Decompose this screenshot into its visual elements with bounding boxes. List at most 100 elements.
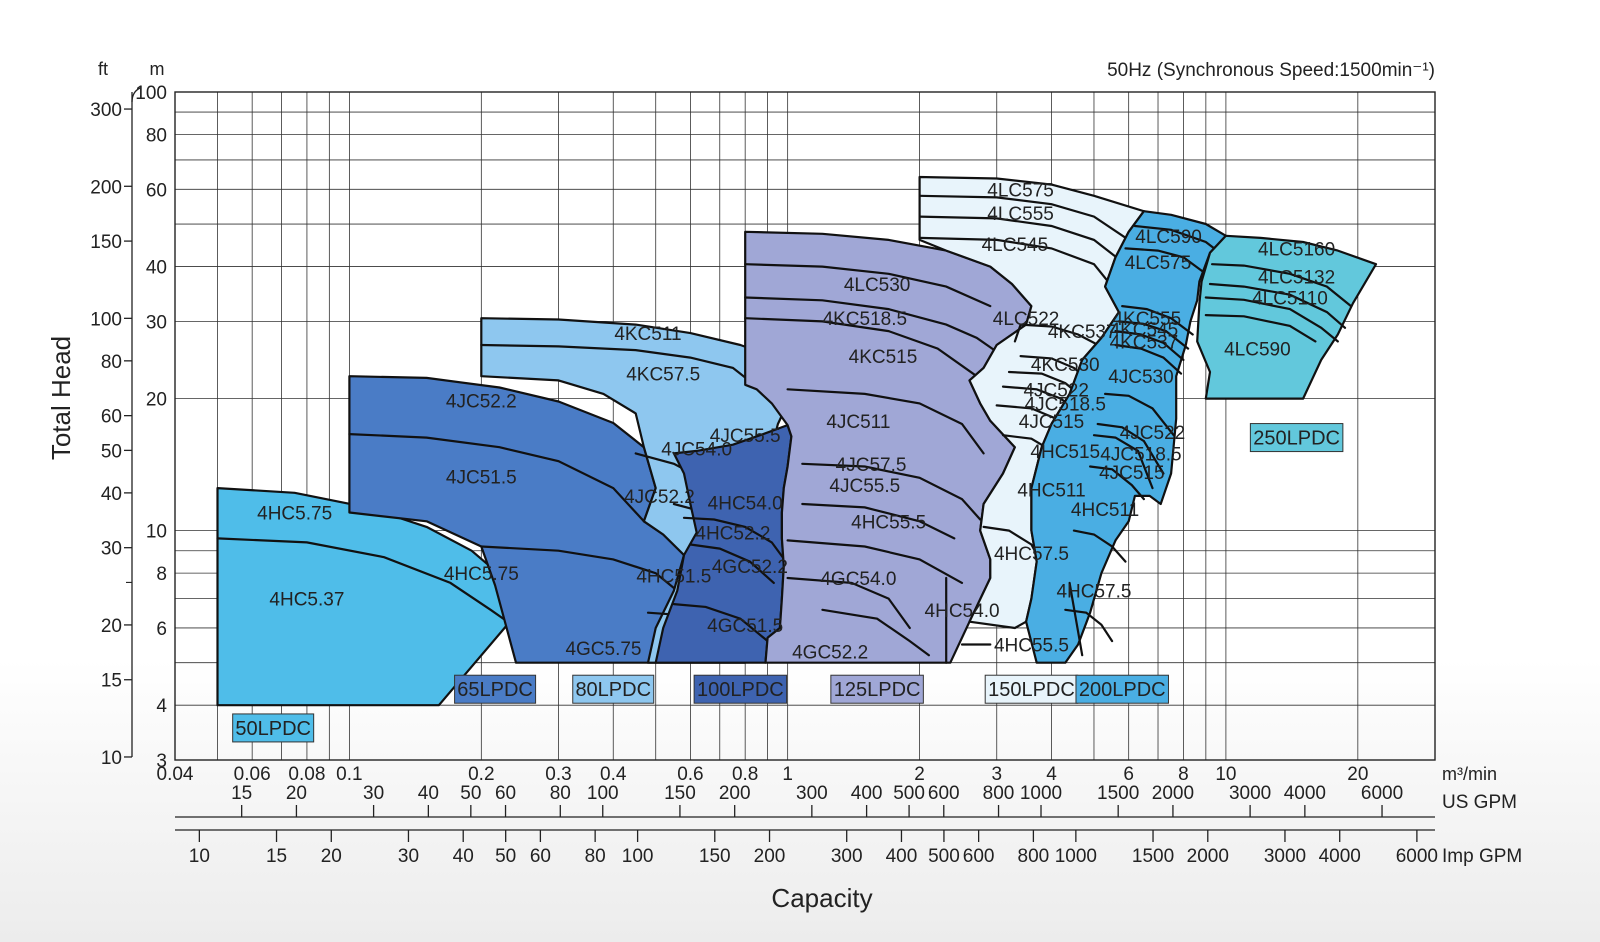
usgpm-tick-label: 1000 xyxy=(1020,783,1062,804)
curve-line xyxy=(1204,296,1339,343)
curve-line xyxy=(1114,330,1185,361)
impgpm-tick-label: 50 xyxy=(495,846,516,867)
usgpm-tick-label: 300 xyxy=(796,783,828,804)
usgpm-tick-label: 60 xyxy=(495,783,516,804)
curve-line xyxy=(1089,465,1145,501)
impgpm-axis-unit: Imp GPM xyxy=(1442,846,1522,867)
ft-tick-label: 40 xyxy=(101,484,122,505)
model-label: 4GC5.75 xyxy=(565,639,641,660)
model-label: 4LC5132 xyxy=(1258,267,1335,288)
m-tick-label: 60 xyxy=(146,180,167,201)
ft-tick-label: 10 xyxy=(101,748,122,769)
curve-line xyxy=(1092,434,1154,490)
curve-line xyxy=(216,537,514,626)
curve-line xyxy=(918,215,1124,263)
group-badge xyxy=(1075,674,1169,704)
usgpm-tick-label: 600 xyxy=(928,783,960,804)
model-label: 4HC51.5 xyxy=(636,567,711,588)
curve-line xyxy=(1096,422,1165,475)
model-label: 4HC5.75 xyxy=(257,503,332,524)
group-badge xyxy=(232,713,315,743)
model-label: 4KC518.5 xyxy=(823,309,908,330)
usgpm-tick-label: 3000 xyxy=(1229,783,1271,804)
group-badge xyxy=(1249,423,1344,453)
model-label: 4HC55.5 xyxy=(851,512,926,533)
curve-line xyxy=(1072,529,1127,563)
m-tick-label: 4 xyxy=(156,696,167,717)
impgpm-tick-label: 2000 xyxy=(1187,846,1229,867)
model-label: 4HC511 xyxy=(1071,500,1139,521)
ft-tick-label: 80 xyxy=(101,352,122,373)
curve-line xyxy=(1068,581,1084,657)
usgpm-tick-label: 400 xyxy=(851,783,883,804)
model-label: 4KC57.5 xyxy=(626,365,700,386)
model-label: 4LC522 xyxy=(993,309,1060,330)
ft-tick-label: 30 xyxy=(101,539,122,560)
curve-line xyxy=(1104,392,1175,437)
m3-tick-label: 10 xyxy=(1215,764,1236,785)
model-label: 4LC5160 xyxy=(1258,239,1335,260)
impgpm-tick-label: 100 xyxy=(622,846,654,867)
usgpm-tick-label: 500 xyxy=(893,783,925,804)
ft-tick-label: 15 xyxy=(101,671,122,692)
impgpm-tick-label: 3000 xyxy=(1264,846,1306,867)
model-label: 4HC57.5 xyxy=(1056,582,1131,603)
impgpm-tick-label: 6000 xyxy=(1396,846,1438,867)
curve-line xyxy=(1019,323,1107,350)
curve-line xyxy=(744,317,978,378)
usgpm-tick-label: 20 xyxy=(286,783,307,804)
ft-tick-label: 200 xyxy=(90,177,122,198)
usgpm-tick-label: 40 xyxy=(418,783,439,804)
group-badge xyxy=(693,674,788,704)
ft-tick-label: 150 xyxy=(90,232,122,253)
m3-tick-label: 0.08 xyxy=(288,764,325,785)
model-label: 4HC52.2 xyxy=(695,524,770,545)
m3-tick-label: 8 xyxy=(1178,764,1189,785)
curve-line xyxy=(801,462,982,521)
model-label: 4JC515 xyxy=(1019,412,1085,433)
model-label: 4HC5.37 xyxy=(269,590,344,611)
usgpm-tick-label: 200 xyxy=(719,783,751,804)
model-label: 4JC52.2 xyxy=(446,392,517,413)
m3-tick-label: 0.06 xyxy=(234,764,271,785)
m3-tick-label: 1 xyxy=(782,764,793,785)
model-label: 4LC555 xyxy=(987,204,1054,225)
model-label: 4GC52.2 xyxy=(712,557,788,578)
curve-line xyxy=(1124,247,1207,275)
model-label: 4JC57.5 xyxy=(836,455,907,476)
curve-line xyxy=(689,543,775,584)
curve-line xyxy=(1121,305,1194,336)
model-label: 4LC575 xyxy=(1125,253,1192,274)
m-tick-label: 10 xyxy=(146,522,167,543)
model-label: 4KC537 xyxy=(1048,322,1117,343)
usgpm-tick-label: 4000 xyxy=(1284,783,1326,804)
model-label: 4HC5.75 xyxy=(444,564,519,585)
model-label: 4KC545 xyxy=(1110,320,1179,341)
model-label: 4JC522 xyxy=(1120,423,1186,444)
m-tick-label: 3 xyxy=(156,751,167,772)
curve-line xyxy=(1013,323,1022,343)
ft-tick-label: 300 xyxy=(90,100,122,121)
curve-line xyxy=(1204,314,1317,343)
model-label: 4JC530 xyxy=(1108,367,1174,388)
m3-tick-label: 0.4 xyxy=(600,764,627,785)
usgpm-tick-label: 150 xyxy=(664,783,696,804)
curve-line xyxy=(682,516,789,565)
x-axis-label: Capacity xyxy=(771,883,872,913)
impgpm-tick-label: 600 xyxy=(963,846,995,867)
m3-tick-label: 2 xyxy=(914,764,925,785)
m-tick-label: 6 xyxy=(156,619,167,640)
curve-line xyxy=(918,236,1114,288)
m3-tick-label: 0.04 xyxy=(157,764,194,785)
group-badge-label: 200LPDC xyxy=(1079,679,1166,701)
curve-line xyxy=(744,296,1005,358)
ft-tick-label: 60 xyxy=(101,407,122,428)
curve-line xyxy=(348,433,645,523)
usgpm-tick-label: 30 xyxy=(363,783,384,804)
series-200LPDC xyxy=(1025,210,1227,664)
model-label: 4JC515 xyxy=(1099,463,1165,484)
model-label: 4KC511 xyxy=(614,324,681,345)
impgpm-tick-label: 15 xyxy=(266,846,287,867)
model-labels: 4HC5.75 4HC5.37 50LPDC 4JC52.2 4JC51.5 4HC5.7… xyxy=(232,180,1344,743)
ft-axis-label: ft xyxy=(98,59,108,79)
